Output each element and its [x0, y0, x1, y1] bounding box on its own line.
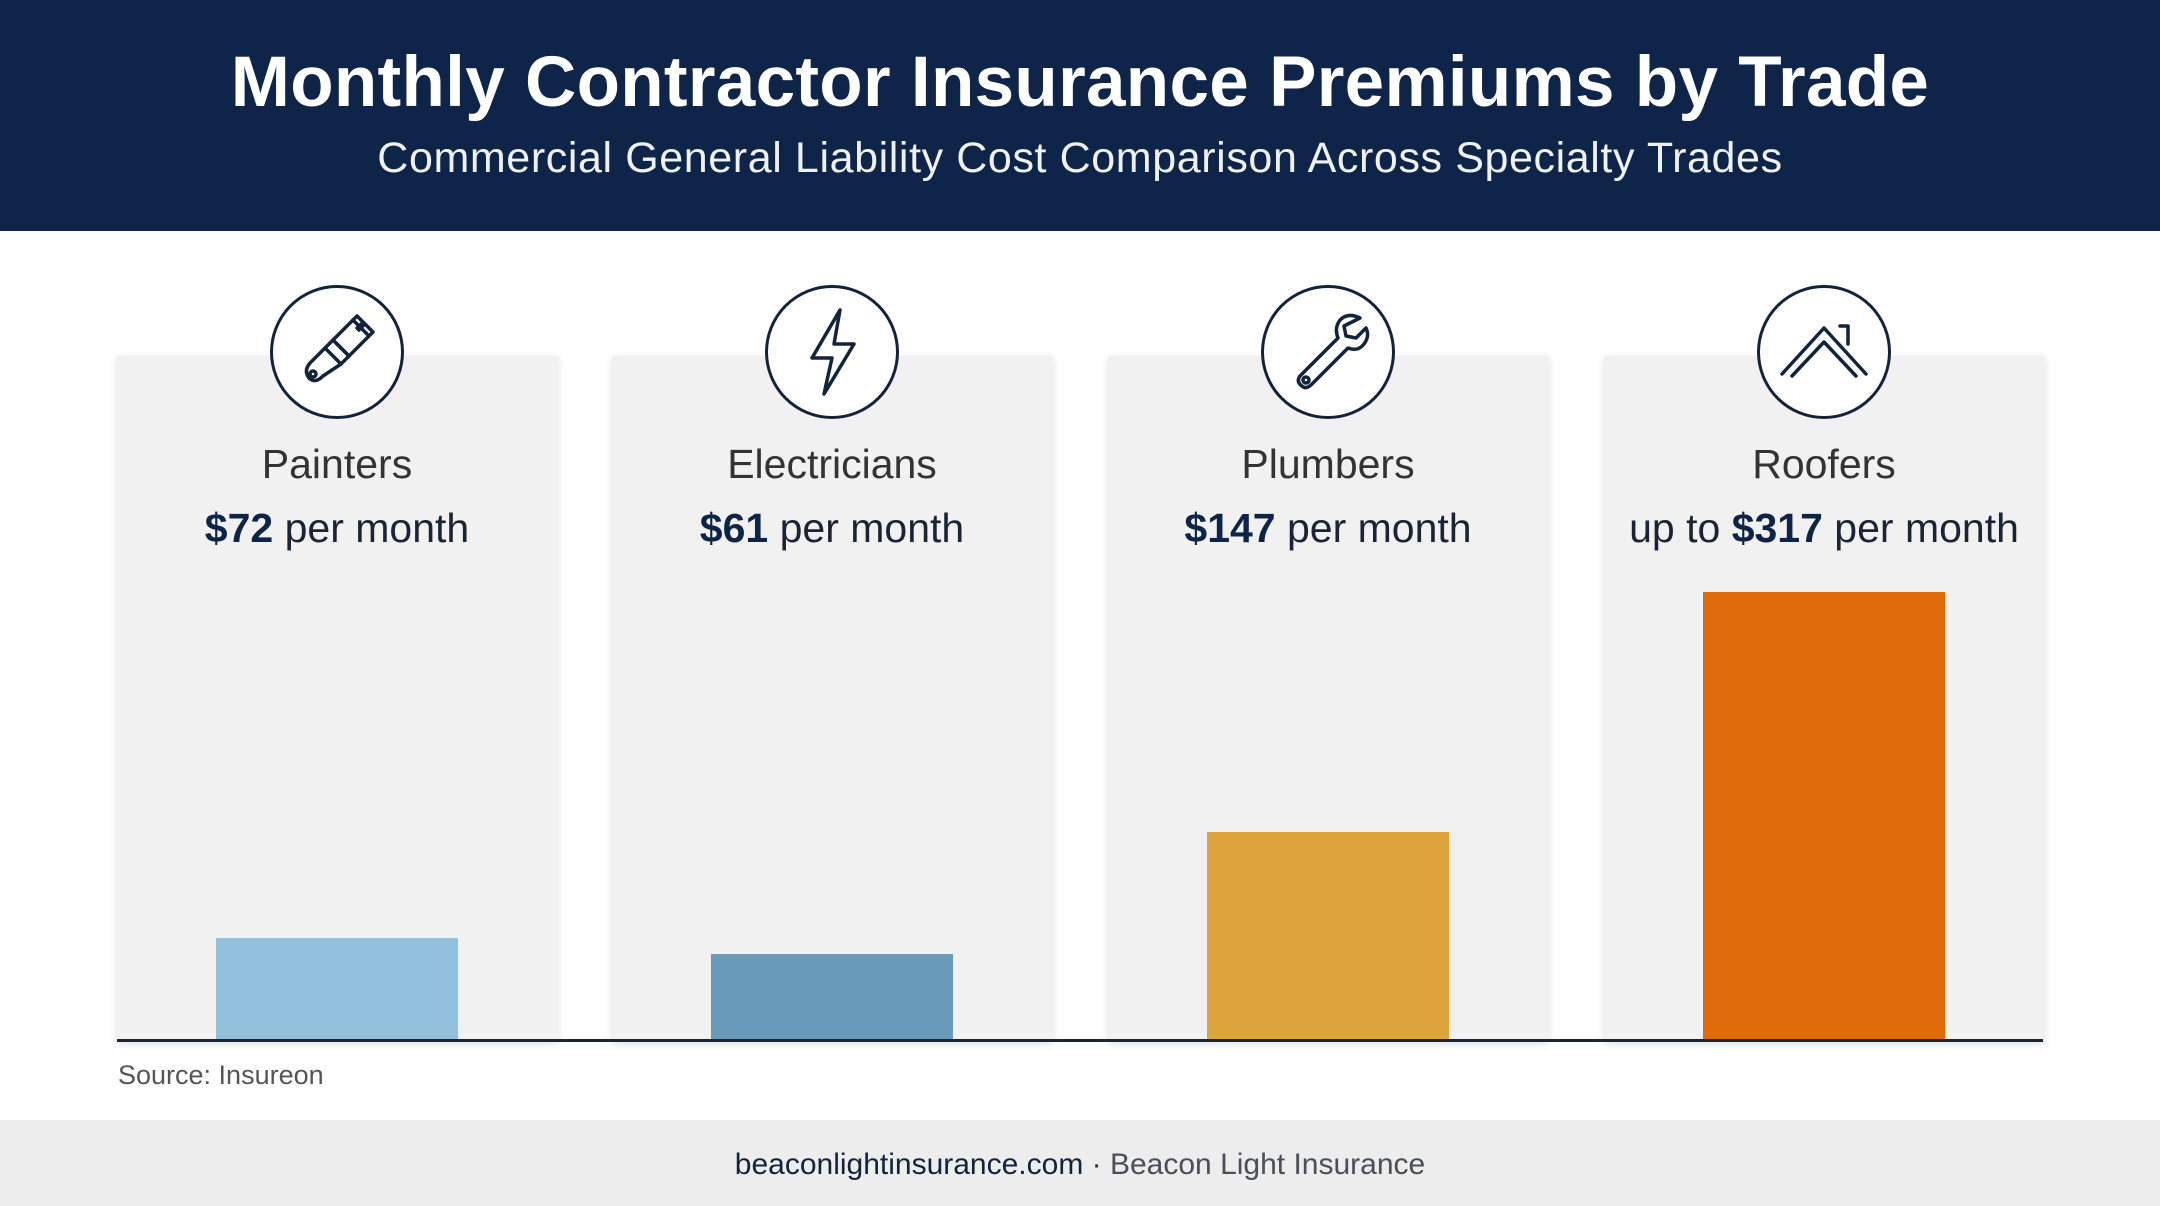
paintbrush-icon: [304, 314, 375, 383]
category-label: Plumbers: [1241, 441, 1415, 487]
lightning-bolt-icon: [810, 308, 856, 396]
bar: [216, 938, 458, 1040]
footer-site-link[interactable]: beaconlightinsurance.com: [734, 1148, 1084, 1181]
bar: [711, 953, 953, 1040]
data-label-prefix: up to: [1629, 505, 1732, 551]
data-label-suffix: per month: [273, 505, 470, 551]
footer: beaconlightinsurance.com · Beacon Light …: [0, 1120, 2160, 1206]
trade-card: [611, 356, 1053, 1042]
data-label-amount: $147: [1184, 505, 1276, 551]
data-label: $147 per month: [1068, 505, 1588, 552]
chart-baseline: [117, 1039, 2043, 1042]
data-label-suffix: per month: [1275, 505, 1472, 551]
data-label: $61 per month: [572, 505, 1092, 552]
chart-subtitle: Commercial General Liability Cost Compar…: [377, 134, 1783, 182]
data-label-amount: $317: [1731, 505, 1823, 551]
house-roof-icon: [1780, 324, 1868, 378]
bar: [1207, 832, 1449, 1040]
source-note: Source: Insureon: [118, 1060, 324, 1090]
data-label-suffix: per month: [1822, 505, 2019, 551]
icon-badge: [1757, 285, 1891, 419]
footer-text: beaconlightinsurance.com · Beacon Light …: [0, 1148, 2160, 1182]
trade-card: [116, 356, 558, 1042]
data-label-amount: $72: [204, 505, 274, 551]
category-label: Roofers: [1752, 441, 1896, 487]
footer-separator: ·: [1083, 1148, 1110, 1181]
bar: [1703, 592, 1945, 1040]
data-label: $72 per month: [77, 505, 597, 552]
icon-badge: [765, 285, 899, 419]
chart-title: Monthly Contractor Insurance Premiums by…: [230, 43, 1930, 122]
icon-badge: [270, 285, 404, 419]
header-banner: Monthly Contractor Insurance Premiums by…: [0, 0, 2160, 231]
footer-brand: Beacon Light Insurance: [1109, 1148, 1426, 1181]
wrench-icon: [1296, 313, 1370, 390]
icon-badge: [1261, 285, 1395, 419]
category-label: Painters: [261, 441, 413, 487]
data-label: up to $317 per month: [1564, 505, 2084, 552]
data-label-suffix: per month: [768, 505, 965, 551]
category-label: Electricians: [727, 441, 937, 487]
data-label-amount: $61: [699, 505, 769, 551]
